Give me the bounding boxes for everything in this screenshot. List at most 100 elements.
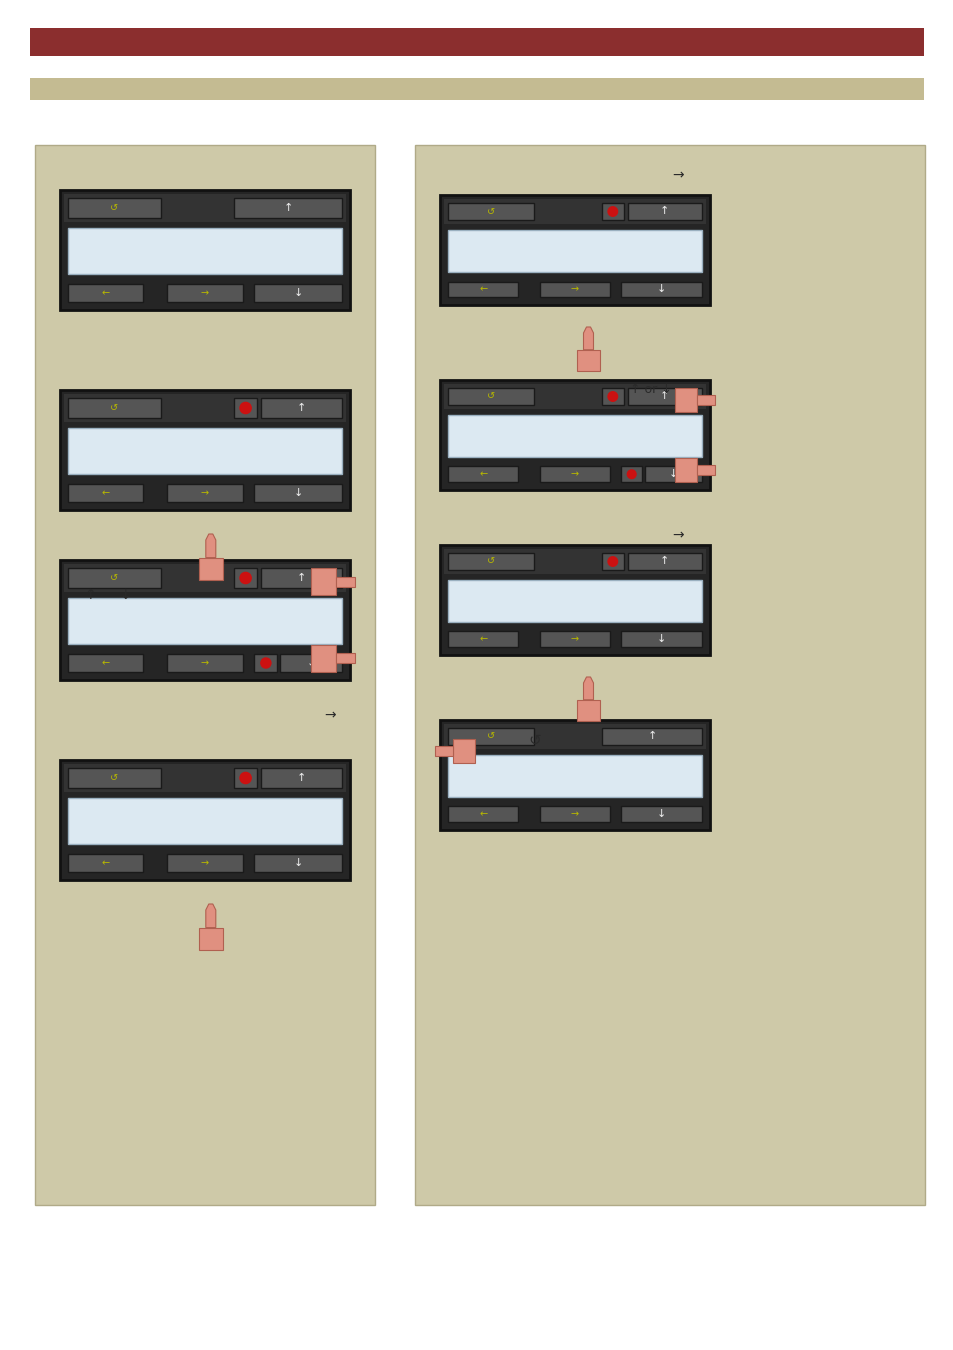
- Text: ↓: ↓: [306, 657, 315, 668]
- Text: →: →: [570, 470, 578, 479]
- Bar: [627, 387, 701, 405]
- Bar: [280, 653, 341, 672]
- Bar: [68, 768, 161, 788]
- Polygon shape: [675, 387, 697, 412]
- Bar: [68, 428, 341, 474]
- Bar: [64, 194, 346, 221]
- Bar: [601, 387, 623, 405]
- Bar: [233, 398, 257, 418]
- Bar: [645, 467, 701, 482]
- Bar: [254, 653, 277, 672]
- Bar: [439, 379, 709, 490]
- Bar: [233, 768, 257, 788]
- Bar: [68, 798, 341, 844]
- Text: ↺: ↺: [111, 774, 118, 783]
- Bar: [448, 230, 701, 271]
- Text: ↓: ↓: [656, 809, 665, 819]
- Bar: [261, 568, 341, 589]
- Bar: [167, 284, 242, 302]
- Text: ↓: ↓: [294, 859, 302, 868]
- Text: ↺: ↺: [487, 207, 495, 216]
- Bar: [167, 855, 242, 872]
- Bar: [60, 190, 350, 310]
- Bar: [233, 568, 257, 589]
- Bar: [448, 632, 517, 647]
- Bar: [620, 282, 701, 297]
- Bar: [601, 728, 701, 745]
- Circle shape: [607, 207, 617, 216]
- Circle shape: [607, 392, 617, 401]
- Bar: [448, 414, 701, 456]
- Bar: [30, 78, 923, 100]
- Text: ↺: ↺: [528, 733, 540, 748]
- Polygon shape: [335, 576, 355, 587]
- Bar: [68, 228, 341, 274]
- Circle shape: [240, 572, 251, 583]
- Polygon shape: [675, 458, 697, 482]
- Polygon shape: [335, 653, 355, 663]
- Bar: [539, 282, 610, 297]
- Bar: [448, 728, 534, 745]
- Bar: [68, 568, 161, 589]
- Text: ↺: ↺: [111, 404, 118, 413]
- Text: ←: ←: [478, 634, 487, 644]
- Polygon shape: [577, 350, 599, 371]
- Text: ↺: ↺: [487, 392, 495, 401]
- Circle shape: [260, 657, 271, 668]
- Bar: [448, 202, 534, 220]
- Bar: [60, 560, 350, 680]
- Text: ←: ←: [102, 487, 110, 498]
- Polygon shape: [577, 699, 599, 721]
- Text: ←: ←: [102, 859, 110, 868]
- Bar: [261, 398, 341, 418]
- Bar: [443, 724, 705, 749]
- Bar: [448, 755, 701, 796]
- Text: ↺: ↺: [487, 732, 495, 741]
- Text: ←: ←: [102, 657, 110, 668]
- Bar: [60, 390, 350, 510]
- Bar: [68, 485, 143, 502]
- Bar: [448, 387, 534, 405]
- Bar: [620, 467, 641, 482]
- Bar: [415, 144, 924, 1206]
- Polygon shape: [206, 904, 215, 927]
- Polygon shape: [206, 535, 215, 558]
- Bar: [261, 768, 341, 788]
- Bar: [68, 198, 161, 217]
- Circle shape: [607, 556, 617, 566]
- Bar: [443, 549, 705, 574]
- Bar: [35, 144, 375, 1206]
- Bar: [539, 632, 610, 647]
- Text: ↓: ↓: [656, 285, 665, 294]
- Text: ↓: ↓: [656, 634, 665, 644]
- Text: →: →: [201, 487, 209, 498]
- Text: →: →: [201, 859, 209, 868]
- Bar: [443, 198, 705, 224]
- Polygon shape: [697, 394, 714, 405]
- Bar: [448, 282, 517, 297]
- Bar: [68, 284, 143, 302]
- Text: ↓: ↓: [294, 288, 302, 298]
- Bar: [439, 194, 709, 305]
- Polygon shape: [435, 745, 452, 756]
- Polygon shape: [198, 558, 223, 579]
- Polygon shape: [311, 568, 335, 595]
- Bar: [254, 855, 341, 872]
- Text: →: →: [570, 634, 578, 644]
- Bar: [167, 485, 242, 502]
- Text: ↺: ↺: [487, 556, 495, 567]
- Polygon shape: [583, 327, 593, 350]
- Text: ↑: ↑: [647, 732, 656, 741]
- Text: ↑ or ↓: ↑ or ↓: [629, 383, 671, 397]
- Text: ↑: ↑: [296, 404, 306, 413]
- Bar: [627, 202, 701, 220]
- Polygon shape: [697, 466, 714, 475]
- Bar: [601, 554, 623, 570]
- Text: →: →: [570, 809, 578, 819]
- Text: ←: ←: [478, 470, 487, 479]
- Polygon shape: [583, 676, 593, 699]
- Bar: [620, 632, 701, 647]
- Polygon shape: [311, 645, 335, 672]
- Text: ←: ←: [478, 809, 487, 819]
- Text: ↓: ↓: [294, 487, 302, 498]
